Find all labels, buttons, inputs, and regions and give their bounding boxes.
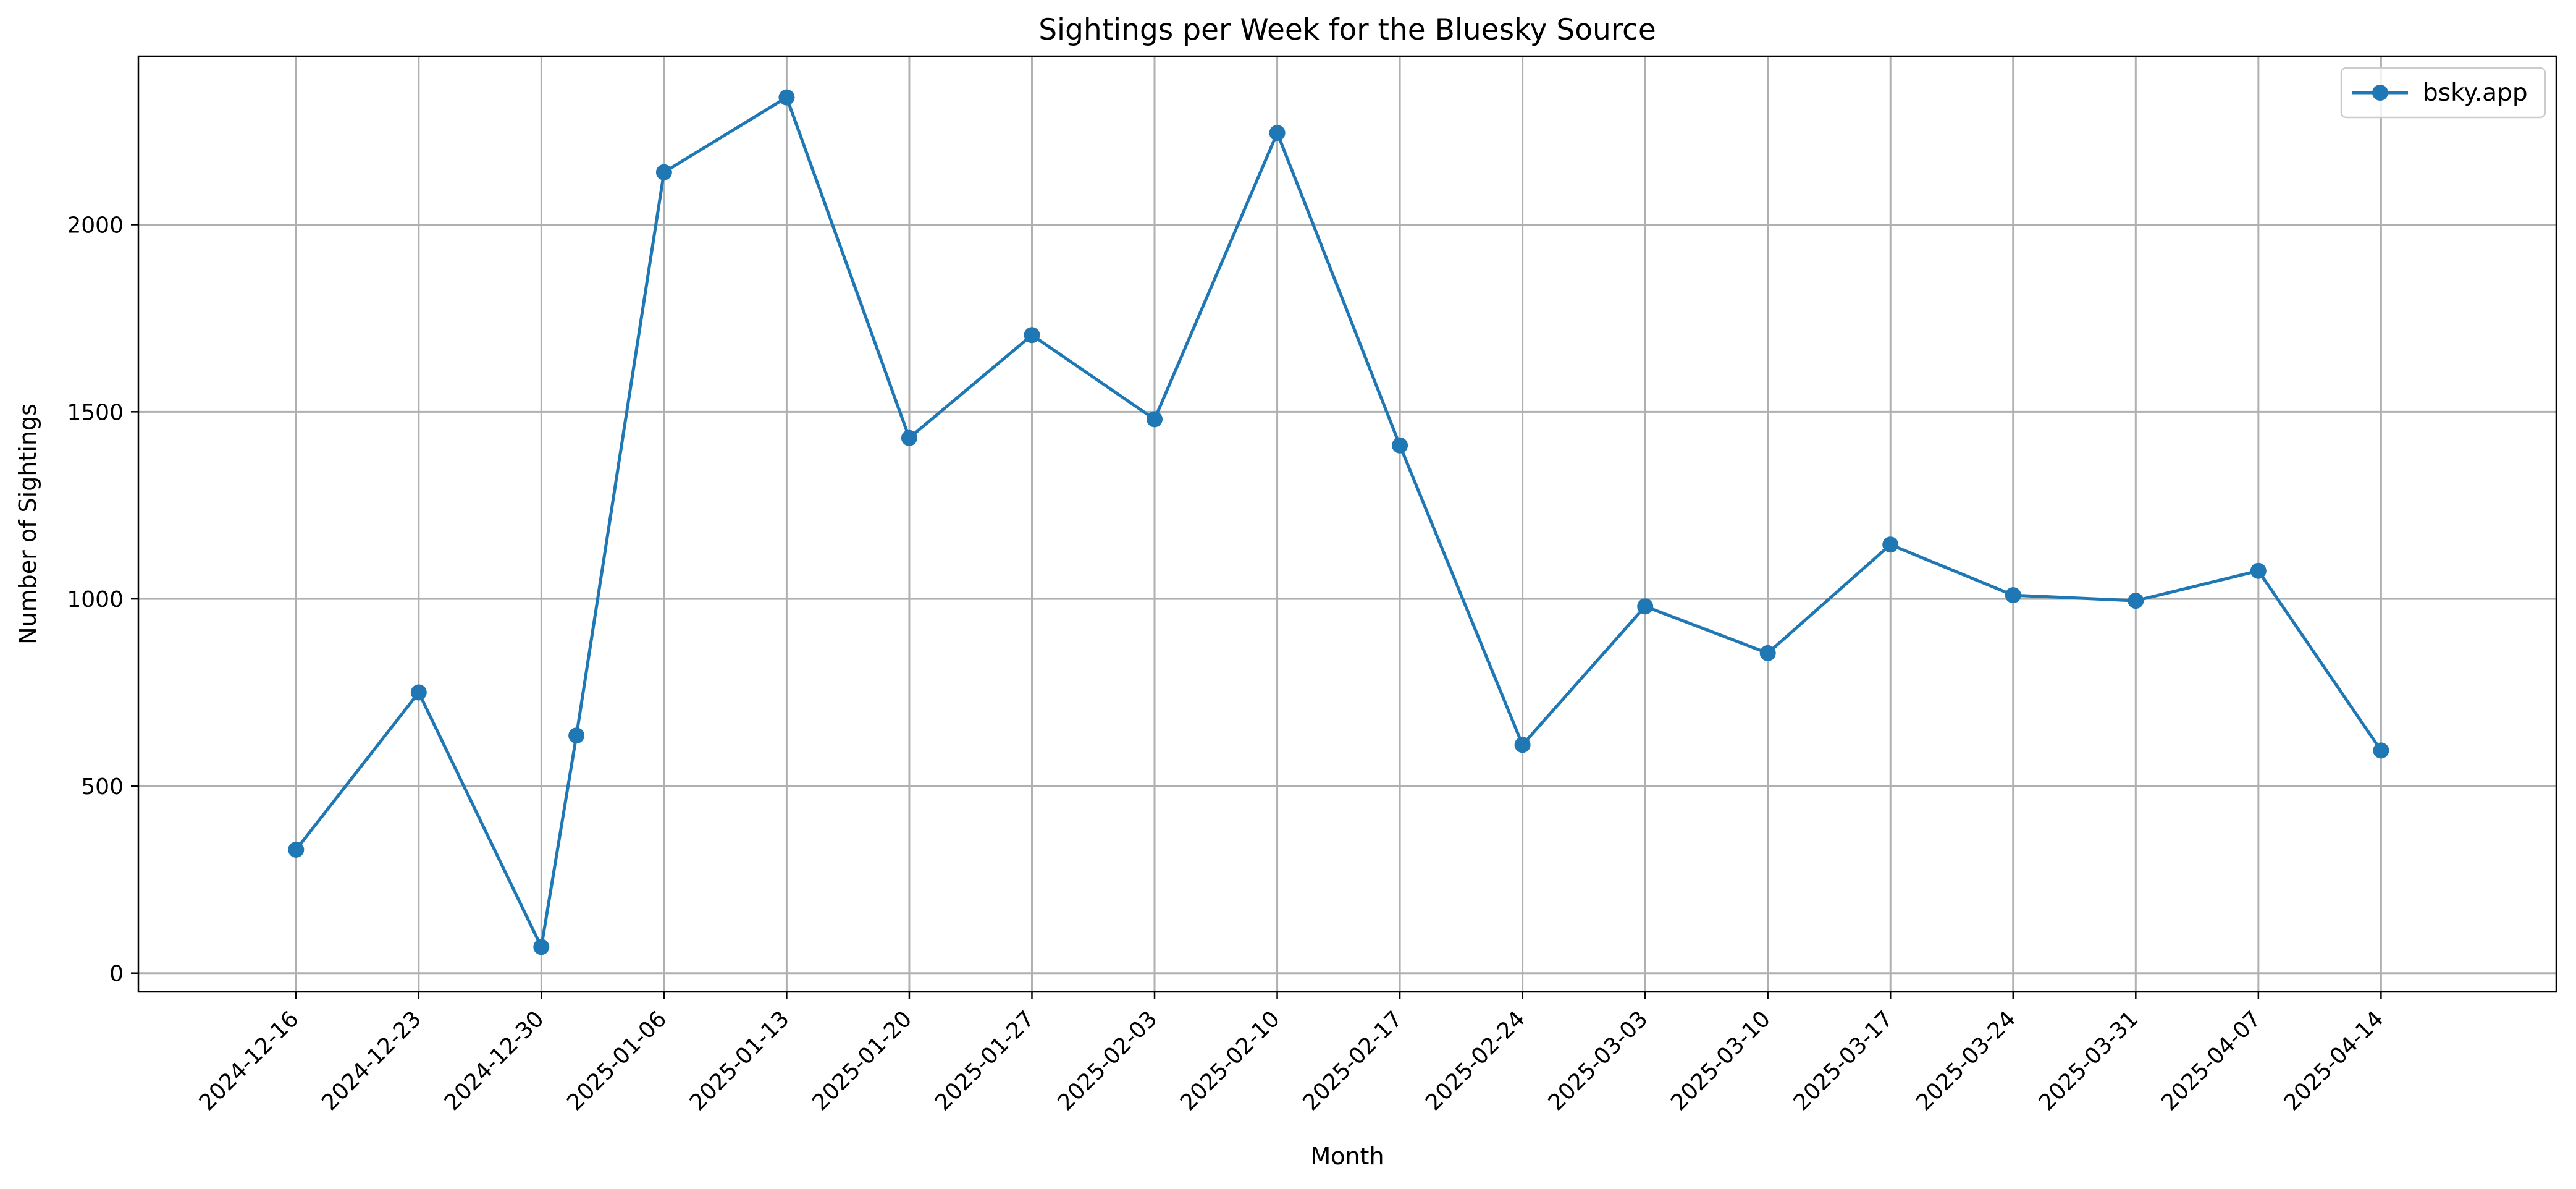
data-point xyxy=(1637,598,1654,615)
data-point xyxy=(1024,327,1040,344)
legend-label-bsky-app: bsky.app xyxy=(2423,79,2528,107)
data-point xyxy=(1882,536,1899,553)
legend: bsky.app xyxy=(2340,67,2546,119)
y-axis-label: Number of Sightings xyxy=(14,404,41,645)
plot-frame xyxy=(137,55,2557,993)
data-point xyxy=(533,939,550,955)
data-point xyxy=(1759,645,1776,661)
data-point xyxy=(655,164,672,180)
data-point xyxy=(1514,737,1531,753)
data-point xyxy=(1147,411,1163,428)
y-tick-label: 0 xyxy=(109,962,124,987)
data-point xyxy=(2373,742,2389,759)
y-tick-label: 500 xyxy=(81,774,124,800)
data-point xyxy=(778,89,795,106)
x-axis-label: Month xyxy=(1310,1143,1384,1170)
data-point xyxy=(1269,125,1286,142)
data-point xyxy=(568,727,585,744)
legend-box xyxy=(2340,67,2546,119)
data-point xyxy=(410,684,427,701)
y-tick-label: 2000 xyxy=(67,213,124,239)
grid xyxy=(138,56,2556,992)
data-point xyxy=(288,841,305,858)
data-point xyxy=(2005,587,2021,604)
y-tick-label: 1500 xyxy=(67,400,124,425)
series-layer xyxy=(288,89,2389,955)
data-point xyxy=(2250,562,2267,579)
y-tick-label: 1000 xyxy=(67,587,124,612)
data-point xyxy=(2128,593,2144,609)
data-point xyxy=(901,429,917,446)
chart-title: Sightings per Week for the Bluesky Sourc… xyxy=(1038,13,1656,47)
legend-swatch-marker xyxy=(2372,85,2388,101)
data-point xyxy=(1392,437,1408,454)
